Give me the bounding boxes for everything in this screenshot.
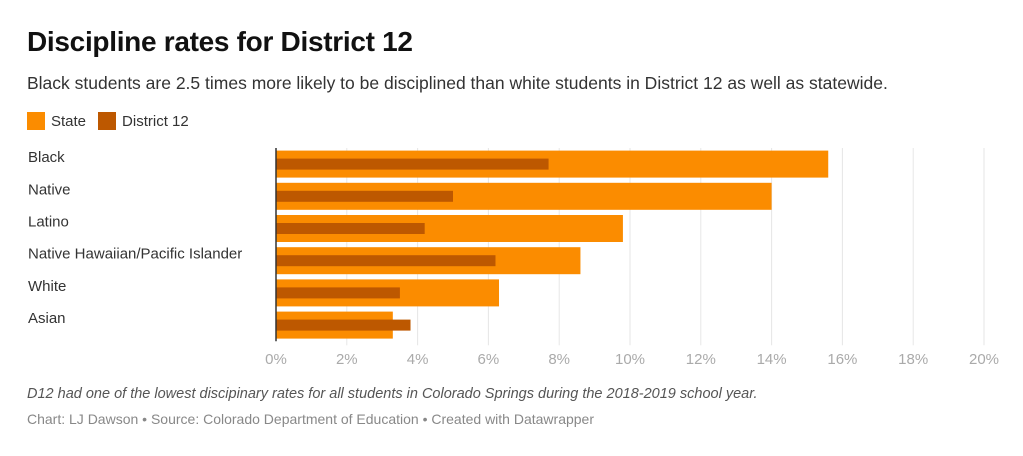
x-tick-label: 12% xyxy=(686,351,716,368)
source-credit: Source: Colorado Department of Education xyxy=(150,411,419,427)
x-tick-label: 2% xyxy=(336,351,358,368)
bar-district xyxy=(276,158,549,170)
bar-district xyxy=(276,255,496,267)
x-tick-label: 0% xyxy=(265,351,287,368)
x-tick-label: 20% xyxy=(969,351,999,368)
separator: • xyxy=(138,411,151,427)
category-label: Asian xyxy=(28,310,66,327)
x-tick-label: 14% xyxy=(757,351,787,368)
bar-district xyxy=(276,223,425,234)
x-tick-label: 4% xyxy=(407,351,429,368)
x-tick-label: 8% xyxy=(548,351,570,368)
legend-label-state: State xyxy=(51,112,87,130)
legend-swatch-district xyxy=(98,112,117,130)
legend-item-state: State xyxy=(27,112,86,130)
chart-credit: Chart: LJ Dawson xyxy=(27,411,139,427)
separator: • xyxy=(418,411,432,427)
x-tick-label: 10% xyxy=(615,351,645,368)
byline: Chart: LJ Dawson • Source: Colorado Depa… xyxy=(27,411,594,427)
chart-subtitle: Black students are 2.5 times more likely… xyxy=(27,73,888,93)
x-tick-label: 16% xyxy=(827,351,857,368)
category-label: Native xyxy=(28,181,71,198)
bar-district xyxy=(276,319,411,331)
legend-swatch-state xyxy=(27,112,45,130)
category-label: Latino xyxy=(28,214,69,231)
category-label: White xyxy=(28,278,66,295)
x-tick-label: 18% xyxy=(898,351,928,368)
x-tick-label: 6% xyxy=(478,351,500,368)
chart-title: Discipline rates for District 12 xyxy=(27,26,413,57)
bar-district xyxy=(276,287,400,299)
chart-notes: D12 had one of the lowest discipinary ra… xyxy=(27,386,758,402)
category-label: Native Hawaiian/Pacific Islander xyxy=(28,246,242,263)
bar-district xyxy=(276,190,453,202)
created-with: Created with Datawrapper xyxy=(431,411,595,427)
bar-chart: Black Native Latino Native Hawaiian/Pacific… xyxy=(28,148,999,368)
legend: State District 12 xyxy=(27,112,201,130)
legend-label-district: District 12 xyxy=(122,112,189,130)
category-label: Black xyxy=(28,149,65,166)
legend-item-district: District 12 xyxy=(98,112,189,130)
